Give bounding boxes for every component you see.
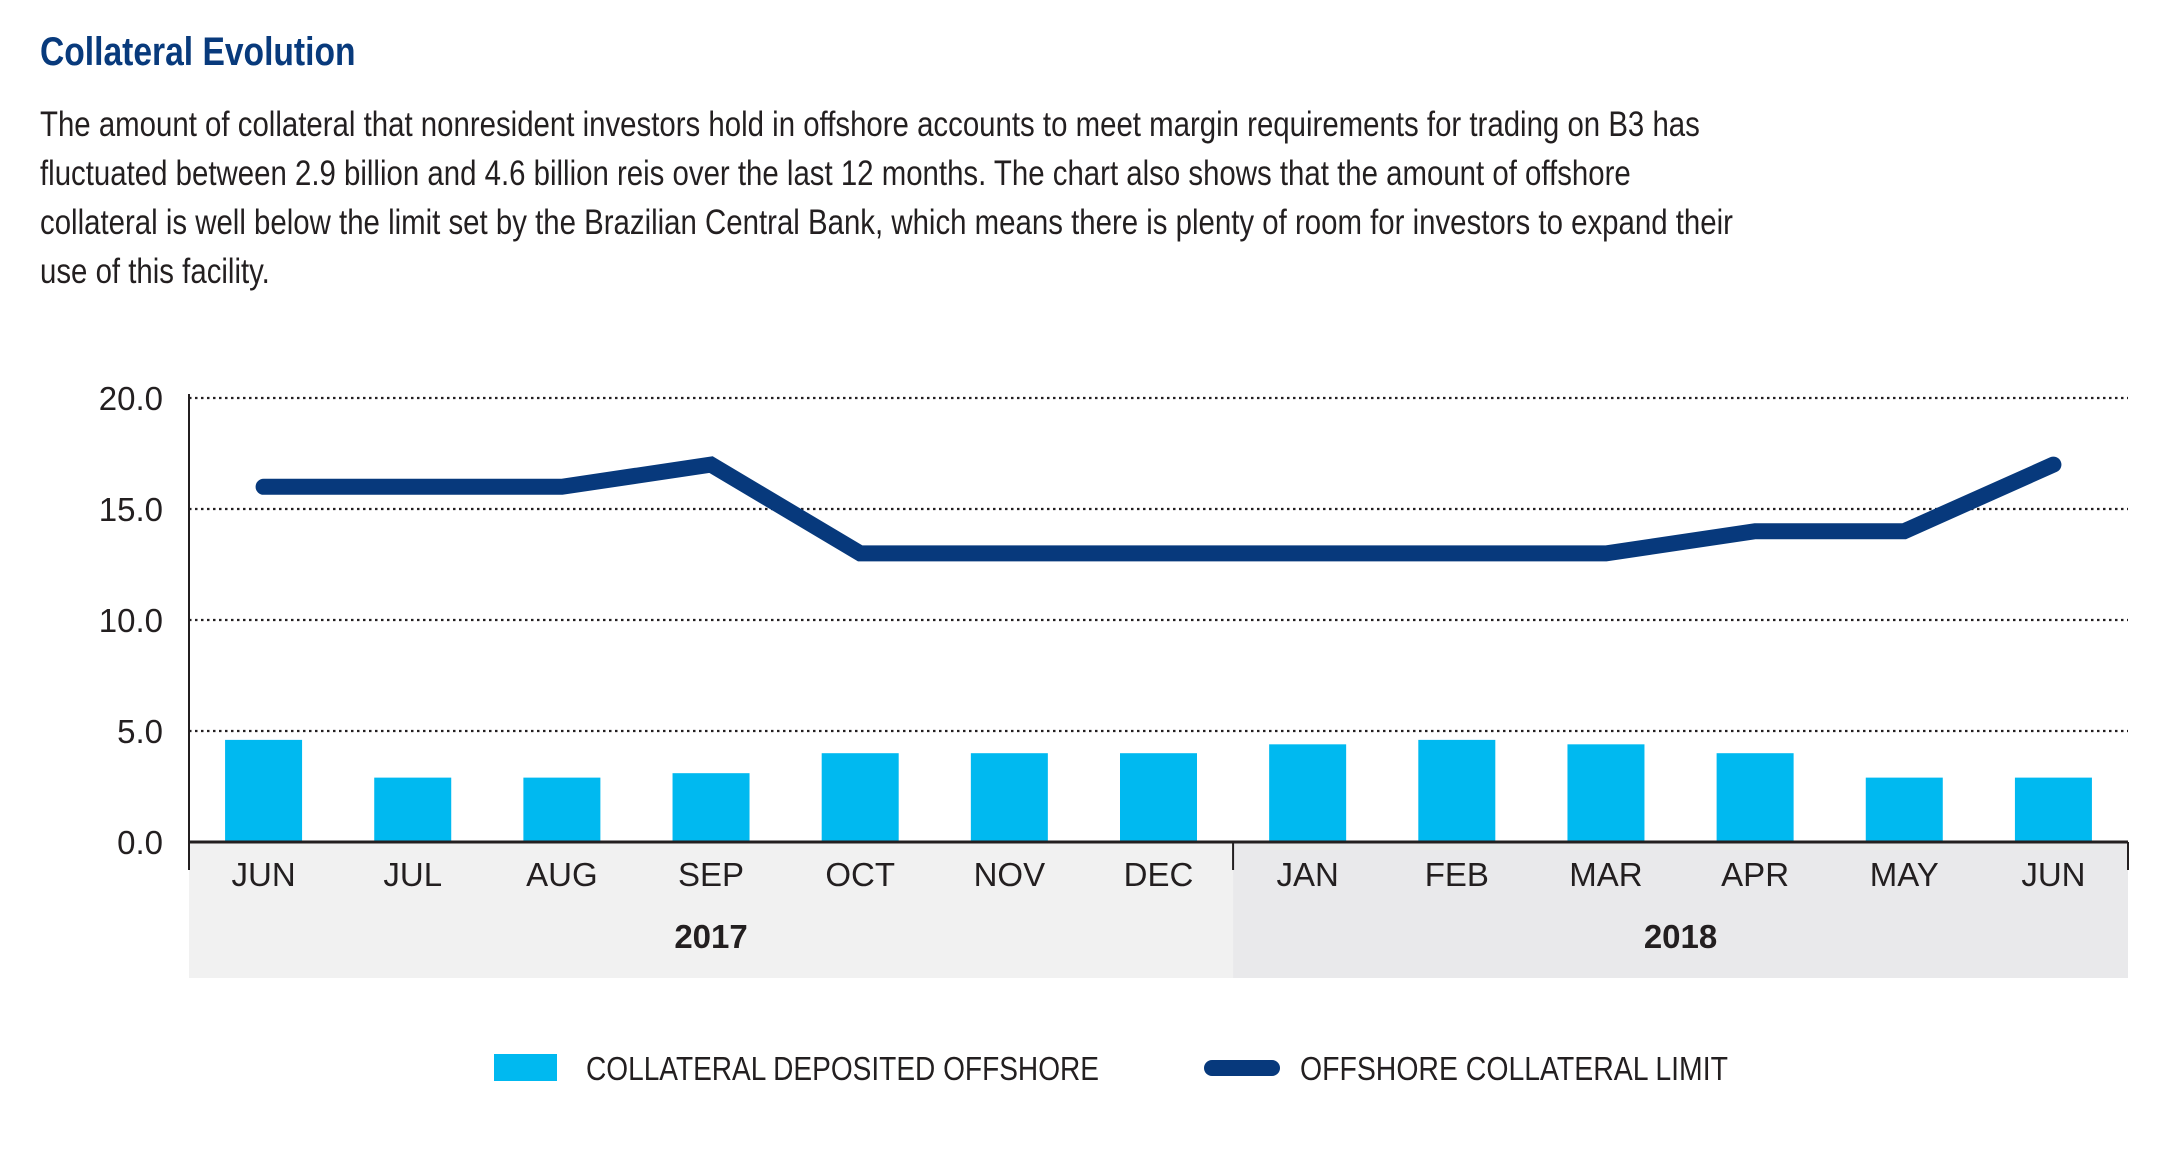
bar-oct (821, 753, 899, 842)
y-tick-label: 15.0 (99, 491, 163, 528)
x-tick-label: JUN (2021, 856, 2085, 893)
y-tick-label: 0.0 (117, 824, 163, 861)
chart-title: Collateral Evolution (40, 30, 356, 74)
legend-swatch-bar (494, 1054, 557, 1081)
x-tick-label: OCT (825, 856, 895, 893)
x-tick-label: JUN (231, 856, 295, 893)
bar-may (1865, 777, 1943, 842)
bar-apr (1716, 753, 1794, 842)
bar-mar (1567, 744, 1645, 842)
bar-dec (1120, 753, 1197, 842)
x-tick-label: JAN (1276, 856, 1338, 893)
x-tick-label: SEP (678, 856, 744, 893)
legend-label-bar: COLLATERAL DEPOSITED OFFSHORE (586, 1050, 1099, 1087)
x-tick-label: MAY (1870, 856, 1939, 893)
y-tick-label: 10.0 (99, 602, 163, 639)
x-tick-label: DEC (1124, 856, 1194, 893)
x-tick-label: NOV (974, 856, 1046, 893)
x-tick-label: FEB (1425, 856, 1489, 893)
x-tick-label: AUG (526, 856, 598, 893)
year-label: 2017 (674, 918, 747, 955)
year-band (189, 842, 1234, 978)
bar-aug (523, 777, 601, 842)
x-tick-label: APR (1721, 856, 1789, 893)
bar-jun (2014, 777, 2092, 842)
x-tick-label: MAR (1569, 856, 1642, 893)
bar-feb (1418, 739, 1496, 842)
bar-nov (970, 753, 1048, 842)
bar-sep (672, 773, 750, 842)
bar-jun (225, 739, 303, 842)
legend-label-line: OFFSHORE COLLATERAL LIMIT (1300, 1050, 1728, 1087)
bar-jul (374, 777, 452, 842)
year-label: 2018 (1644, 918, 1717, 955)
y-tick-label: 20.0 (99, 380, 163, 417)
bar-jan (1269, 744, 1347, 842)
x-tick-label: JUL (383, 856, 442, 893)
year-band (1233, 842, 2128, 978)
y-tick-label: 5.0 (117, 713, 163, 750)
chart-description: The amount of collateral that nonresiden… (40, 105, 1733, 291)
legend: COLLATERAL DEPOSITED OFFSHORE OFFSHORE C… (494, 1050, 1728, 1087)
